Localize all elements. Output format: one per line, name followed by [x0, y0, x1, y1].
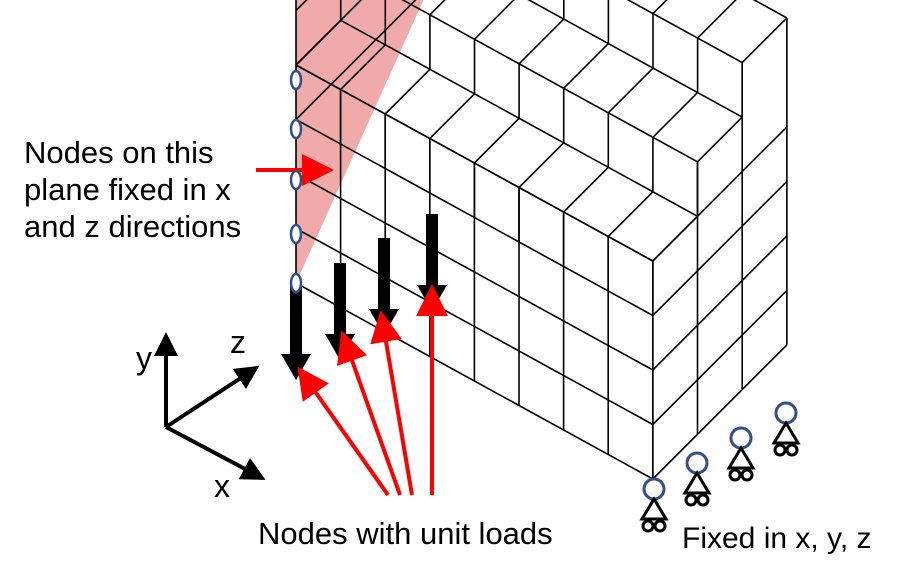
step-ledge-gridline: [429, 0, 446, 16]
fixed-plane-node: [289, 223, 303, 245]
right-face-gridline: [652, 289, 788, 426]
step-riser-gridline: [401, 0, 698, 163]
z-axis-arrow: [164, 365, 260, 429]
step-ledge-gridline: [697, 0, 737, 39]
step-ledge-gridline: [652, 0, 668, 15]
fixed-plane-node: [289, 272, 303, 294]
left-face-gridline: [295, 0, 417, 121]
unit-load-pointer-arrow: [370, 310, 414, 496]
fixed-plane-node: [289, 118, 303, 140]
unit-load-arrow-head: [281, 354, 311, 380]
support-triangle-icon: [682, 470, 712, 495]
step-ledge-gridline: [518, 18, 565, 65]
right-face-gridline: [652, 344, 788, 480]
support-roller-icon: [728, 468, 742, 482]
step-ledge-gridline: [384, 68, 431, 115]
fixed-plane-node: [289, 169, 303, 191]
support-roller-icon: [641, 519, 655, 533]
x-axis-arrow: [165, 425, 266, 480]
support-triangle-icon: [726, 445, 756, 470]
support-roller-icon: [653, 519, 667, 533]
support-node: [729, 426, 753, 450]
unit-load-pointer-arrow: [336, 330, 402, 496]
fixed-xyz-label: Fixed in x, y, z: [682, 522, 872, 555]
support-roller-icon: [785, 443, 799, 457]
step-ledge-gridline: [295, 19, 342, 66]
step-ledge-gridline: [473, 117, 520, 164]
step-ledge-gridline: [563, 43, 609, 89]
step-ledge-gridline: [652, 92, 699, 138]
unit-load-pointer-arrow: [297, 366, 390, 497]
support-node: [642, 477, 666, 501]
step-ledge-gridline: [340, 44, 386, 91]
unit-loads-label: Nodes with unit loads: [258, 516, 553, 551]
step-ledge-gridline: [607, 67, 654, 114]
step-ledge-gridline: [429, 93, 476, 140]
step-ledge-gridline: [696, 116, 743, 163]
y-axis-label: y: [136, 340, 152, 376]
support-triangle-icon: [771, 420, 801, 445]
x-axis-label: x: [214, 468, 230, 504]
support-roller-icon: [740, 468, 754, 482]
right-face-gridline: [652, 126, 788, 262]
support-triangle-icon: [639, 496, 669, 521]
step-ledge-gridline: [741, 17, 788, 64]
fixed-plane-node: [289, 69, 303, 91]
step-ledge-gridline: [473, 0, 515, 40]
support-roller-icon: [684, 493, 698, 507]
fixed-plane-label-line-2: plane fixed in x: [24, 172, 231, 207]
support-roller-icon: [696, 493, 710, 507]
step-ledge-gridline: [563, 166, 609, 213]
step-ledge-gridline: [607, 191, 654, 238]
support-roller-icon: [773, 443, 787, 457]
step-ledge-gridline: [518, 142, 565, 189]
fixed-plane-label: Nodes on this plane fixed in x and z dir…: [24, 134, 241, 245]
step-riser-gridline: [626, 0, 743, 64]
right-face-gridline: [652, 180, 788, 317]
support-node: [685, 451, 709, 475]
fixed-plane-fill: [296, 0, 424, 283]
right-face-gridline: [652, 235, 788, 371]
fixed-plane-label-line-1: Nodes on this: [24, 135, 214, 170]
fixed-plane-label-line-3: and z directions: [24, 209, 242, 244]
z-axis-label: z: [230, 324, 246, 360]
support-node: [774, 401, 798, 425]
